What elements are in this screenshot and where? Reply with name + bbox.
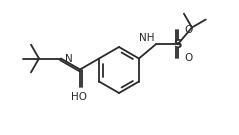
Text: N: N	[65, 53, 73, 63]
Text: O: O	[185, 53, 193, 63]
Text: S: S	[174, 38, 182, 51]
Text: HO: HO	[71, 92, 87, 102]
Text: O: O	[185, 25, 193, 35]
Text: NH: NH	[139, 33, 155, 43]
